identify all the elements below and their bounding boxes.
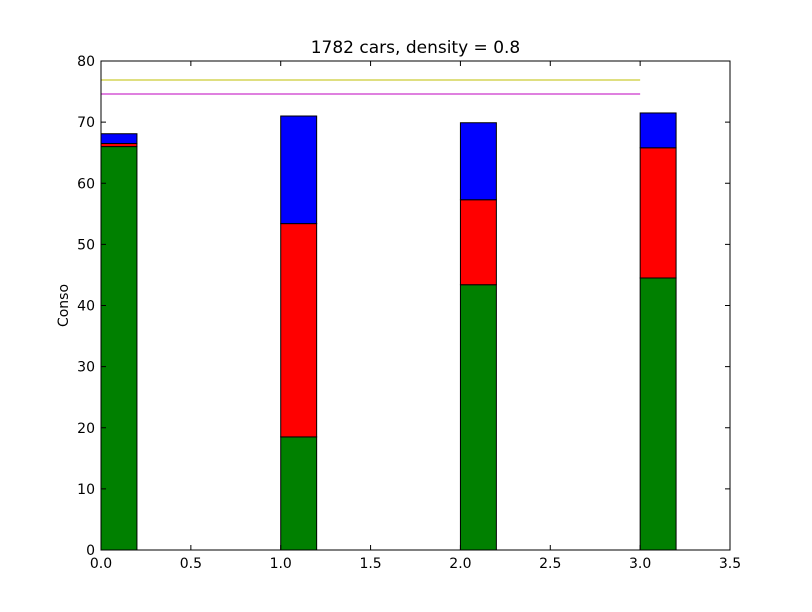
x-tick-label-0: 0.0 [90, 556, 112, 572]
y-tick-label-1: 10 [77, 482, 95, 498]
bar-segment-3-1 [639, 147, 677, 279]
x-tick-label-3: 1.5 [359, 556, 381, 572]
reference-lines [101, 79, 641, 95]
y-tick-label-5: 50 [77, 237, 95, 253]
x-tick-label-1: 0.5 [180, 556, 202, 572]
y-tick-label-6: 60 [77, 176, 95, 192]
y-axis-label: Conso [56, 284, 72, 327]
y-axis-ticks: 0 10 20 30 40 50 60 70 80 [77, 54, 730, 559]
y-tick-label-4: 40 [77, 299, 95, 315]
bar-segment-3-0 [639, 277, 677, 551]
chart-title: 1782 cars, density = 0.8 [311, 38, 521, 58]
bar-segment-2-2 [459, 122, 497, 201]
y-tick-label-0: 0 [86, 543, 95, 559]
bars [100, 112, 677, 551]
bar-segment-2-1 [459, 199, 497, 286]
bar-segment-1-1 [280, 223, 318, 438]
y-tick-label-7: 70 [77, 115, 95, 131]
bar-segment-3-2 [639, 112, 677, 149]
x-tick-label-2: 1.0 [270, 556, 292, 572]
y-tick-label-2: 20 [77, 421, 95, 437]
plot-frame [100, 60, 731, 551]
bar-segment-0-0 [100, 146, 138, 551]
bar-segment-1-0 [280, 436, 318, 551]
x-axis-ticks: 0.0 0.5 1.0 1.5 2.0 2.5 3.0 3.5 [90, 61, 741, 572]
y-tick-label-3: 30 [77, 360, 95, 376]
x-tick-label-5: 2.5 [539, 556, 561, 572]
bar-segment-2-0 [459, 284, 497, 551]
bar-segment-1-2 [280, 115, 318, 225]
x-tick-label-6: 3.0 [629, 556, 651, 572]
x-tick-label-7: 3.5 [719, 556, 741, 572]
bar-segment-0-2 [100, 133, 138, 145]
x-tick-label-4: 2.0 [449, 556, 471, 572]
y-tick-label-8: 80 [77, 54, 95, 70]
